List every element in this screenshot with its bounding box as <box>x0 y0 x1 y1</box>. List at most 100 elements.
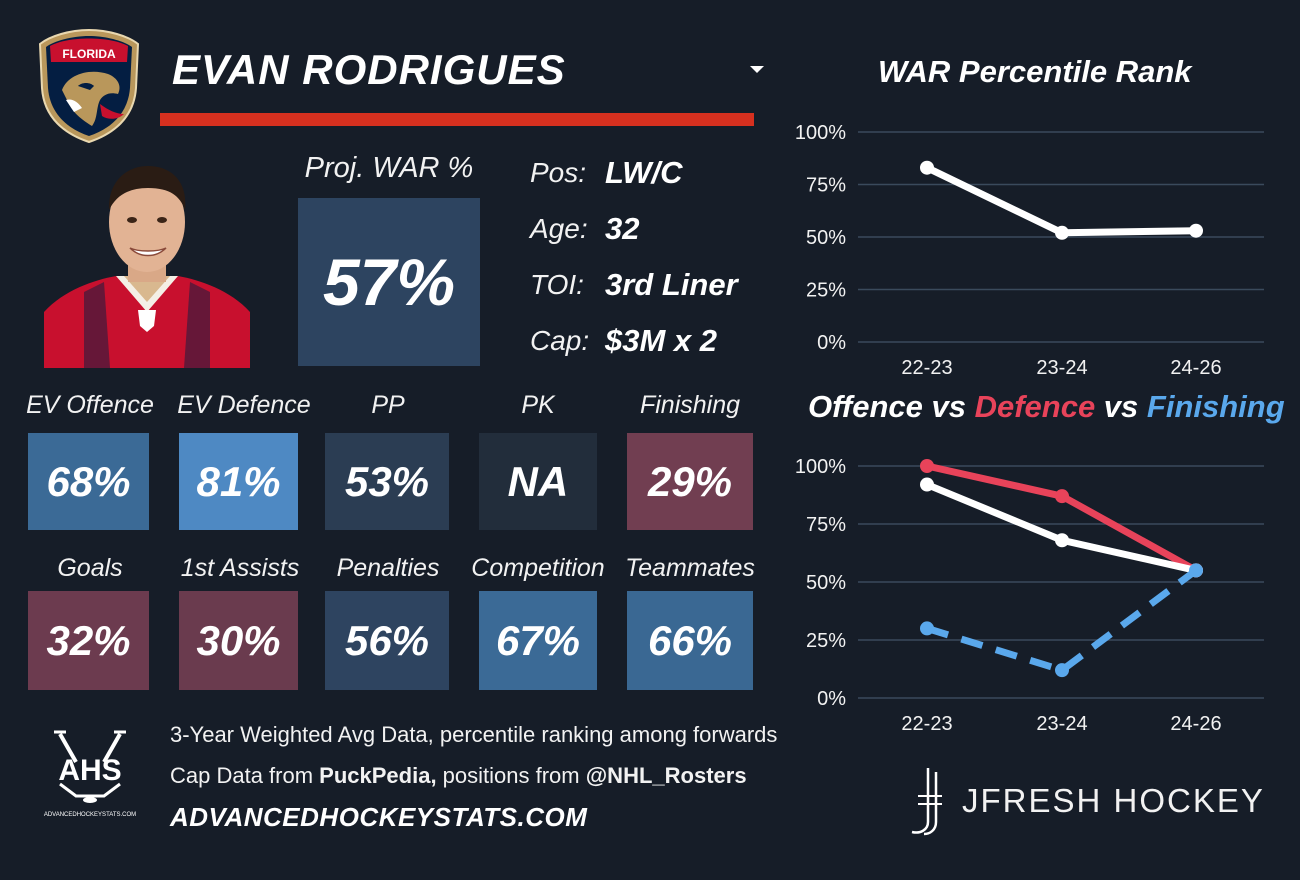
stat-value: 32% <box>46 616 131 664</box>
data-point <box>1055 225 1069 240</box>
data-point <box>1055 663 1069 678</box>
info-value: 3rd Liner <box>605 267 738 302</box>
x-tick-label: 22-23 <box>901 357 952 379</box>
ahs-logo-small-text: ADVANCEDHOCKEYSTATS.COM <box>44 812 136 818</box>
proj-war-tile: 57% <box>298 198 480 366</box>
offence-defence-finishing-chart: 0% 25% 50% 75% 100% 22-23 23-24 24-26 <box>795 456 1264 735</box>
stat-value: 67% <box>495 616 581 664</box>
info-key: Pos: <box>530 157 587 188</box>
ahs-logo: AHS ADVANCEDHOCKEYSTATS.COM <box>44 730 136 818</box>
footer-note-sources: Cap Data from PuckPedia, positions from … <box>170 763 747 789</box>
title-part-vs: vs <box>922 389 975 424</box>
proj-war-value: 57% <box>322 245 456 319</box>
jfresh-hockey-stick-icon <box>911 768 942 836</box>
stat-label-ev-defence: EV Defence <box>177 391 311 419</box>
y-tick-label: 75% <box>806 514 846 536</box>
series-line <box>923 164 1200 237</box>
stat-label-ev-offence: EV Offence <box>26 391 154 419</box>
stat-value: 53% <box>344 457 430 505</box>
info-row-cap: Cap: $3M x 2 <box>530 321 790 361</box>
y-tick-label: 100% <box>795 122 846 144</box>
stat-label-goals: Goals <box>57 554 123 582</box>
stat-value: 29% <box>647 457 733 505</box>
y-tick-label: 0% <box>817 332 846 354</box>
jfresh-hockey-brand: JFRESH HOCKEY <box>962 782 1265 819</box>
stat-label-pp: PP <box>371 391 405 419</box>
info-value: 32 <box>605 211 640 246</box>
chevron-down-icon[interactable] <box>750 66 764 73</box>
stat-tile-goals: 32% <box>28 591 149 690</box>
title-part-defence: Defence <box>974 389 1096 424</box>
title-part-finishing: Finishing <box>1146 389 1285 424</box>
data-point <box>920 621 934 636</box>
y-tick-label: 75% <box>806 175 846 197</box>
name-underline <box>160 113 754 126</box>
stat-value: 68% <box>46 457 131 505</box>
footer-source-rosters: @NHL_Rosters <box>585 763 747 788</box>
info-key: Cap: <box>530 325 590 356</box>
team-logo-text: FLORIDA <box>62 47 116 61</box>
stat-label-competition: Competition <box>471 554 605 582</box>
stat-tile-competition: 67% <box>479 591 597 690</box>
panthers-logo: FLORIDA <box>38 28 140 144</box>
footer-source-puckpedia: PuckPedia, <box>319 763 437 788</box>
stat-label-teammates: Teammates <box>625 554 755 582</box>
stat-tile-1st-assists: 30% <box>179 591 298 690</box>
y-tick-label: 25% <box>806 630 846 652</box>
title-part-offence: Offence <box>808 389 923 424</box>
y-tick-label: 0% <box>817 688 846 710</box>
y-tick-label: 50% <box>806 572 846 594</box>
player-name: EVAN RODRIGUES <box>172 46 566 93</box>
stat-value: NA <box>507 457 569 505</box>
info-row-age: Age: 32 <box>530 209 790 249</box>
stat-tile-pp: 53% <box>325 433 449 530</box>
stat-tile-ev-offence: 68% <box>28 433 149 530</box>
series-line <box>925 567 1199 674</box>
x-tick-label: 22-23 <box>901 713 952 735</box>
stat-value: 30% <box>196 616 281 664</box>
info-key: TOI: <box>530 269 584 300</box>
x-tick-label: 23-24 <box>1036 357 1087 379</box>
info-key: Age: <box>530 213 588 244</box>
war-percentile-chart: 0% 25% 50% 75% 100% 22-23 23-24 24-26 <box>795 122 1264 379</box>
footer-note-data: 3-Year Weighted Avg Data, percentile ran… <box>170 722 778 747</box>
chart-title-war: WAR Percentile Rank <box>878 54 1192 89</box>
info-value: $3M x 2 <box>605 323 718 358</box>
stat-value: 56% <box>344 616 430 664</box>
stat-label-1st-assists: 1st Assists <box>180 554 300 582</box>
ahs-logo-text: AHS <box>58 754 121 787</box>
footer-text: Cap Data from <box>170 763 320 788</box>
footer-url-link[interactable]: ADVANCEDHOCKEYSTATS.COM <box>170 802 588 832</box>
player-headshot <box>44 166 250 368</box>
data-point <box>1189 563 1203 578</box>
data-point <box>920 477 934 492</box>
info-value: LW/C <box>605 155 683 190</box>
info-row-position: Pos: LW/C <box>530 153 790 193</box>
stat-tile-teammates: 66% <box>627 591 753 690</box>
footer-text: positions from <box>436 763 586 788</box>
stat-label-penalties: Penalties <box>336 554 440 582</box>
stat-tile-penalties: 56% <box>325 591 449 690</box>
stat-value: 66% <box>647 616 733 664</box>
stat-value: 81% <box>196 457 281 505</box>
stat-tile-finishing: 29% <box>627 433 753 530</box>
chart-title-components: Offence vs Defence vs Finishing <box>808 389 1285 425</box>
data-point <box>1189 223 1203 238</box>
proj-war-label: Proj. WAR % <box>304 152 474 184</box>
y-tick-label: 100% <box>795 456 846 478</box>
data-point <box>1055 533 1069 548</box>
stat-label-pk: PK <box>521 391 555 419</box>
title-part-vs: vs <box>1095 389 1147 424</box>
stat-tile-ev-defence: 81% <box>179 433 298 530</box>
data-point <box>920 459 934 473</box>
x-tick-label: 24-26 <box>1170 713 1221 735</box>
info-row-toi: TOI: 3rd Liner <box>530 265 790 305</box>
stat-tile-pk: NA <box>479 433 597 530</box>
y-tick-label: 50% <box>806 227 846 249</box>
series-line <box>923 462 1200 574</box>
data-point <box>1055 489 1069 504</box>
data-point <box>920 160 934 175</box>
x-tick-label: 23-24 <box>1036 713 1087 735</box>
y-tick-label: 25% <box>806 280 846 302</box>
x-tick-label: 24-26 <box>1170 357 1221 379</box>
